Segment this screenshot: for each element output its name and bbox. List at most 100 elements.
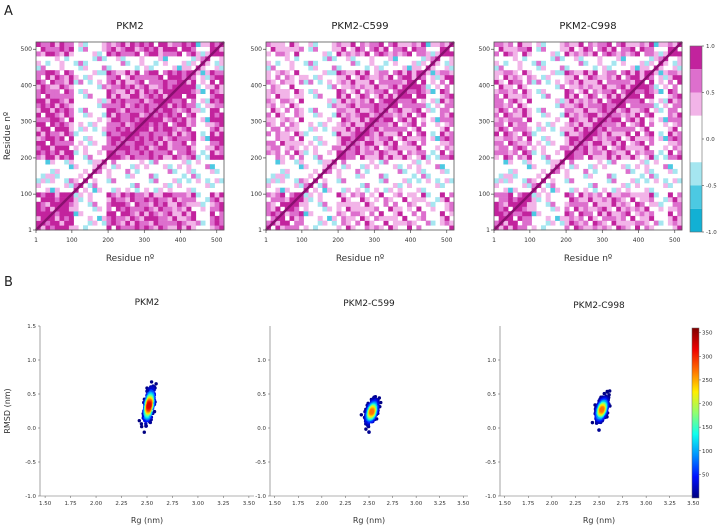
corr-cell bbox=[541, 225, 546, 231]
corr-cell bbox=[134, 84, 140, 90]
corr-ylabel: Residue nº bbox=[3, 112, 13, 160]
corr-cell bbox=[498, 206, 504, 212]
corr-cell bbox=[526, 197, 532, 203]
corr-cell bbox=[588, 70, 593, 76]
corr-cell bbox=[214, 70, 220, 76]
corr-cell bbox=[303, 131, 309, 137]
corr-cell bbox=[68, 178, 74, 184]
corr-cell bbox=[639, 211, 645, 217]
corr-cell bbox=[186, 201, 192, 207]
corr-cell bbox=[578, 220, 584, 226]
corr-cell bbox=[294, 159, 300, 165]
corr-cell bbox=[573, 220, 579, 226]
corr-cell bbox=[83, 168, 88, 174]
corr-cell bbox=[289, 98, 295, 104]
corr-cell bbox=[181, 215, 187, 221]
corr-cell bbox=[512, 220, 518, 226]
corr-cell bbox=[336, 173, 342, 179]
corr-cell bbox=[214, 60, 220, 66]
scatter-xtick-label: 2.25 bbox=[569, 501, 582, 507]
corr-cell bbox=[341, 70, 347, 76]
corr-cell bbox=[209, 215, 215, 221]
corr-cell bbox=[270, 107, 276, 113]
corr-cell bbox=[345, 51, 351, 57]
corr-cell bbox=[45, 220, 51, 226]
corr-cell bbox=[214, 201, 220, 207]
corr-cell bbox=[672, 98, 678, 104]
corr-cell bbox=[620, 154, 626, 160]
corr-cell bbox=[503, 150, 509, 156]
corr-cell bbox=[167, 220, 173, 226]
corr-cell bbox=[280, 98, 286, 104]
corr-cell bbox=[630, 206, 636, 212]
corr-cell bbox=[294, 112, 300, 118]
corr-cell bbox=[294, 220, 300, 226]
corr-cell bbox=[40, 178, 46, 184]
corr-cell bbox=[639, 121, 645, 127]
corr-cell bbox=[54, 168, 60, 174]
corr-cell bbox=[411, 173, 417, 179]
corr-cell bbox=[130, 140, 135, 146]
corr-cell bbox=[573, 126, 579, 132]
corr-cell bbox=[331, 56, 337, 62]
corr-cell bbox=[294, 215, 300, 221]
corr-cell bbox=[186, 197, 192, 203]
corr-cell bbox=[597, 84, 603, 90]
corr-cell bbox=[331, 103, 337, 109]
corr-cell bbox=[508, 70, 514, 76]
corr-cell bbox=[355, 126, 361, 132]
corr-cell bbox=[625, 225, 631, 231]
corr-cell bbox=[191, 215, 197, 221]
corr-cell bbox=[177, 145, 182, 151]
corr-cell bbox=[360, 197, 365, 203]
corr-cell bbox=[503, 145, 509, 151]
corr-cell bbox=[322, 121, 328, 127]
corr-cell bbox=[444, 103, 450, 109]
corr-cell bbox=[83, 60, 88, 66]
corr-cell bbox=[275, 187, 281, 193]
corr-cell bbox=[677, 51, 683, 57]
corr-cell bbox=[392, 93, 398, 99]
corr-cell bbox=[219, 98, 225, 104]
corr-cell bbox=[181, 197, 187, 203]
corr-cell bbox=[317, 220, 323, 226]
corr-cell bbox=[517, 103, 523, 109]
corr-cell bbox=[148, 103, 154, 109]
corr-cell bbox=[388, 225, 394, 231]
corr-cell bbox=[449, 51, 455, 57]
scatter-ylabel: RMSD (nm) bbox=[3, 388, 12, 433]
corr-cell bbox=[416, 150, 422, 156]
corr-cell bbox=[120, 103, 126, 109]
corr-cell bbox=[639, 103, 645, 109]
corr-cell bbox=[503, 70, 509, 76]
corr-cell bbox=[83, 225, 88, 231]
corr-cell bbox=[355, 220, 361, 226]
corr-cell bbox=[411, 192, 417, 198]
corr-cell bbox=[162, 121, 168, 127]
corr-cell bbox=[644, 51, 650, 57]
corr-cell bbox=[672, 140, 678, 146]
corr-cell bbox=[588, 51, 593, 57]
corr-cell bbox=[284, 70, 290, 76]
corr-cell bbox=[550, 121, 556, 127]
corr-cell bbox=[625, 192, 631, 198]
corr-cell bbox=[606, 65, 612, 71]
corr-cell bbox=[341, 121, 347, 127]
corr-cell bbox=[550, 178, 556, 184]
corr-cell bbox=[270, 89, 276, 94]
corr-cell bbox=[388, 197, 394, 203]
corr-cell bbox=[40, 225, 46, 231]
corr-cell bbox=[606, 117, 612, 123]
corr-cell bbox=[374, 126, 380, 132]
corr-cell bbox=[40, 201, 46, 207]
corr-cell bbox=[512, 89, 518, 94]
corr-cell bbox=[421, 112, 427, 118]
corr-cell bbox=[97, 79, 103, 85]
corr-cell bbox=[106, 131, 112, 137]
corr-xtick-label: 500 bbox=[669, 237, 681, 244]
corr-cell bbox=[644, 225, 650, 231]
corr-cell bbox=[111, 187, 117, 193]
corr-cell bbox=[115, 70, 121, 76]
corr-cell bbox=[270, 178, 276, 184]
corr-cell bbox=[59, 192, 65, 198]
